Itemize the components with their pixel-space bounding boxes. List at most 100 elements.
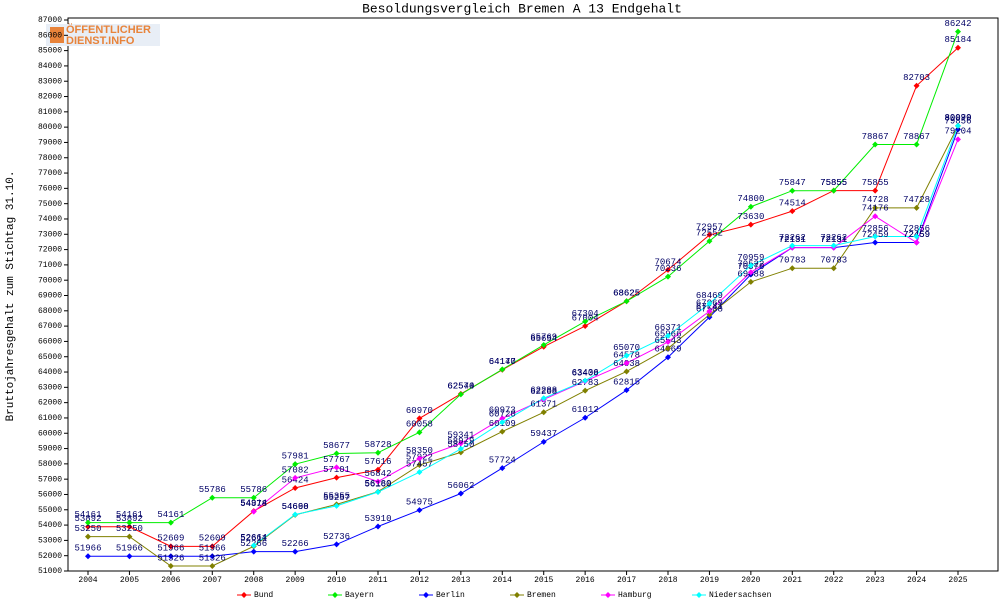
point (582, 387, 589, 394)
y-tick-label: 61000 (38, 414, 62, 423)
y-tick-label: 71000 (38, 261, 62, 270)
plot-frame (67, 17, 999, 572)
data-label: 52609 (199, 534, 226, 544)
point (126, 519, 133, 526)
point (167, 543, 174, 550)
data-label: 55786 (240, 485, 267, 495)
data-label: 67304 (572, 309, 599, 319)
series-line (88, 47, 959, 547)
point (85, 533, 91, 540)
data-label: 72957 (696, 222, 723, 232)
x-tick-label: 2015 (534, 576, 553, 585)
point (789, 242, 796, 249)
x-tick-label: 2005 (120, 576, 139, 585)
data-label: 56160 (364, 479, 391, 489)
series-line (253, 125, 959, 546)
data-label: 75855 (820, 178, 847, 188)
legend-marker (514, 592, 520, 598)
data-label: 65070 (613, 343, 640, 353)
y-tick-label: 68000 (38, 307, 62, 316)
point (872, 141, 879, 148)
data-label: 54668 (282, 502, 309, 512)
data-label: 74728 (862, 195, 889, 205)
y-tick-label: 75000 (38, 200, 62, 209)
point (457, 490, 464, 497)
point (375, 466, 381, 473)
point (333, 502, 340, 509)
legend-marker (696, 592, 702, 598)
point (872, 213, 879, 220)
point (582, 318, 589, 325)
data-label: 52611 (240, 534, 267, 544)
point (582, 323, 589, 330)
point (789, 265, 796, 272)
point (457, 440, 464, 447)
data-label: 86242 (944, 19, 971, 29)
point (955, 136, 961, 143)
point (872, 187, 879, 194)
logo-icon (50, 27, 64, 43)
y-tick-label: 69000 (38, 292, 62, 301)
data-label: 60058 (406, 420, 433, 430)
x-tick-label: 2023 (866, 576, 885, 585)
y-tick-label: 86000 (38, 31, 62, 40)
data-label: 85184 (944, 35, 971, 45)
y-tick-label: 52000 (38, 552, 62, 561)
data-label: 79204 (944, 127, 971, 137)
legend-label: Niedersachsen (709, 591, 772, 600)
point (85, 519, 91, 526)
data-label: 60973 (489, 406, 516, 416)
y-tick-label: 55000 (38, 506, 62, 515)
point (333, 474, 340, 481)
data-label: 58979 (447, 436, 474, 446)
point (416, 469, 423, 476)
point (126, 533, 133, 540)
point (706, 308, 713, 315)
point (913, 141, 920, 148)
point (167, 563, 174, 570)
point (126, 523, 133, 530)
y-tick-label: 66000 (38, 338, 62, 347)
data-label: 51326 (157, 553, 184, 563)
chart-title: Besoldungsvergleich Bremen A 13 Endgehal… (362, 1, 682, 16)
y-tick-label: 67000 (38, 322, 62, 331)
point (292, 548, 299, 555)
point (333, 464, 340, 471)
x-tick-label: 2009 (286, 576, 305, 585)
data-label: 72856 (903, 224, 930, 234)
legend-marker (605, 592, 611, 598)
data-label: 72131 (779, 235, 806, 245)
point (375, 523, 381, 530)
data-label: 51966 (116, 544, 143, 554)
y-tick-label: 56000 (38, 491, 62, 500)
legend-label: Bayern (345, 591, 374, 600)
point (789, 208, 796, 215)
point (747, 221, 754, 228)
data-label: 63400 (572, 369, 599, 379)
data-label: 80079 (944, 113, 971, 123)
data-label: 62544 (447, 382, 474, 392)
point (457, 449, 464, 456)
x-tick-label: 2017 (617, 576, 636, 585)
point (292, 484, 299, 491)
point (167, 553, 174, 560)
point (457, 391, 464, 398)
point (375, 489, 381, 496)
point (375, 449, 381, 456)
x-tick-label: 2021 (783, 576, 802, 585)
data-label: 82703 (903, 73, 930, 83)
point (250, 494, 257, 501)
point (830, 265, 837, 272)
data-label: 51326 (199, 553, 226, 563)
point (872, 239, 879, 246)
point (665, 332, 671, 339)
data-label: 70783 (820, 256, 847, 266)
x-tick-label: 2024 (907, 576, 926, 585)
legend-marker (423, 592, 429, 598)
point (665, 266, 671, 273)
x-tick-label: 2018 (658, 576, 677, 585)
data-label: 70236 (654, 264, 681, 274)
data-label: 79856 (944, 117, 971, 127)
data-label: 61371 (530, 400, 557, 410)
point (250, 548, 257, 555)
